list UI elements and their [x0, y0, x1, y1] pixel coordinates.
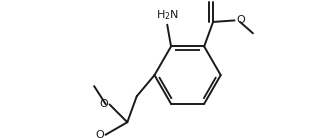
Text: O: O [236, 15, 245, 25]
Text: O: O [95, 130, 104, 138]
Text: H$_2$N: H$_2$N [156, 8, 179, 22]
Text: O: O [99, 99, 108, 109]
